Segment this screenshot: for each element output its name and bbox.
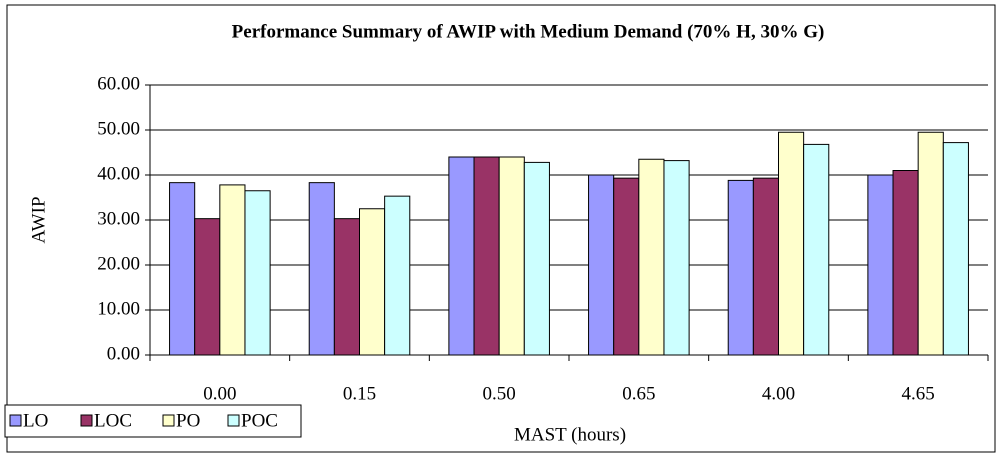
x-tick-label: 0.50 [483,383,516,404]
bar [892,170,919,356]
x-tick-label: 0.00 [203,383,236,404]
bar [194,218,221,356]
y-tick-label: 30.00 [97,208,140,229]
y-tick-label: 50.00 [97,118,140,139]
y-tick-label: 20.00 [97,253,140,274]
bar [359,208,386,356]
bar [473,156,500,356]
legend-swatch [162,414,175,427]
legend-swatch [227,414,240,427]
bar [663,160,690,356]
bar [942,142,969,356]
legend-swatch [80,414,93,427]
y-tick-label: 0.00 [107,343,140,364]
legend-swatch [9,414,22,427]
x-axis-label: MAST (hours) [514,424,626,445]
bar [613,177,640,356]
x-tick-label: 4.00 [762,383,795,404]
bar [448,156,475,356]
bar [778,131,805,356]
legend-label: POC [241,410,278,431]
y-tick-label: 40.00 [97,163,140,184]
bar [638,158,665,356]
bar [588,174,615,356]
bar [333,218,360,356]
legend-box [4,404,302,438]
legend-label: PO [176,410,200,431]
bar [169,182,196,356]
y-tick-label: 10.00 [97,298,140,319]
legend-label: LOC [94,410,132,431]
bar [308,182,335,356]
bar [498,156,525,356]
bar [219,184,246,356]
bar [244,190,271,356]
y-axis-label: AWIP [28,196,49,243]
bar [867,174,894,356]
chart-title: Performance Summary of AWIP with Medium … [232,21,825,42]
x-tick-label: 0.65 [622,383,655,404]
bar [523,161,550,356]
bar [384,195,411,356]
bar [917,131,944,356]
bar [752,177,779,356]
x-tick-label: 0.15 [343,383,376,404]
x-tick-label: 4.65 [902,383,935,404]
bar [727,179,754,356]
legend-label: LO [23,410,48,431]
bar [803,143,830,356]
y-tick-label: 60.00 [97,73,140,94]
